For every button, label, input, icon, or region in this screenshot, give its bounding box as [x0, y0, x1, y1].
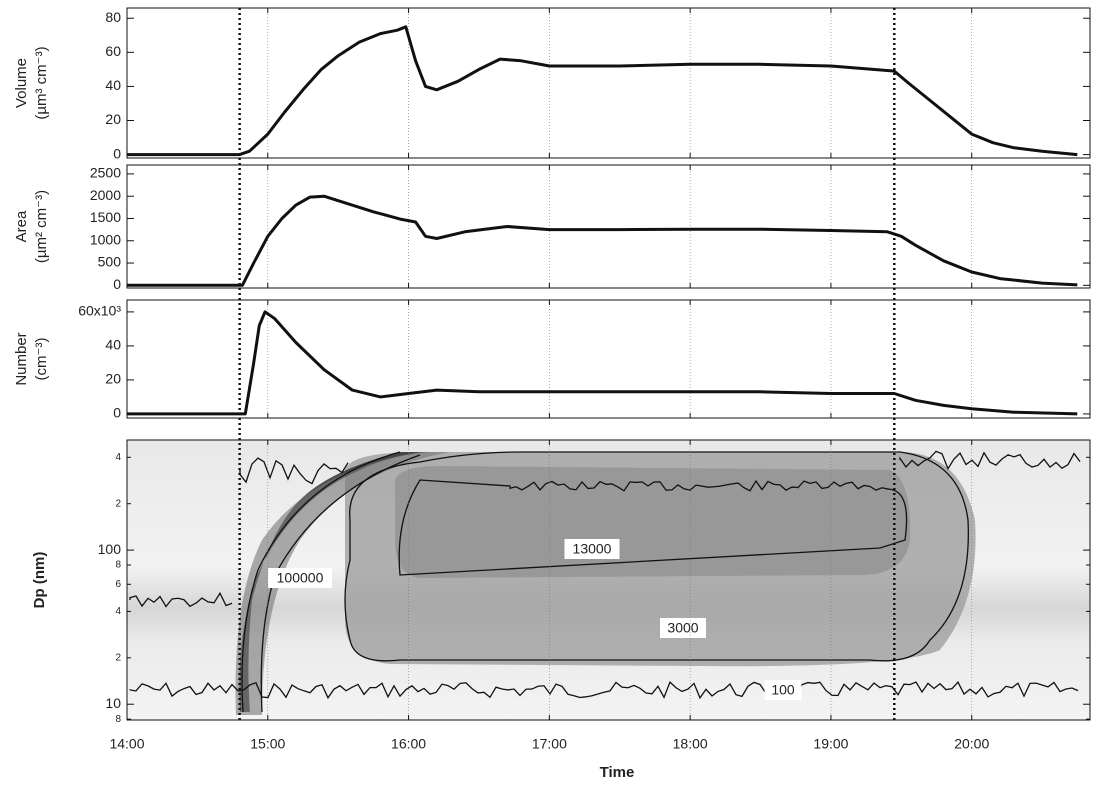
contour-label: 100: [771, 682, 795, 698]
plot-frame: [126, 299, 1091, 419]
y-axis-title: Dp (nm): [31, 552, 48, 609]
y-tick-label: 0: [113, 276, 121, 292]
y-axis-title: (cm⁻³): [33, 338, 50, 381]
x-tick-label: 15:00: [250, 736, 285, 752]
series-line: [127, 194, 1078, 287]
y-tick-label: 6: [115, 579, 121, 590]
y-tick-label: 80: [105, 9, 121, 25]
y-tick-label: 4: [115, 606, 121, 617]
y-axis-title: Number: [13, 332, 30, 385]
contour-label: 13000: [573, 541, 612, 557]
x-axis-title: Time: [600, 764, 635, 781]
y-tick-label: 40: [105, 337, 121, 353]
y-tick-label: 10: [105, 695, 121, 711]
y-tick-label: 2: [115, 498, 121, 509]
contour-label-box: [268, 568, 332, 588]
y-tick-label: 100: [98, 541, 122, 557]
x-tick-label: 17:00: [532, 736, 567, 752]
y-axis-title: Area: [13, 210, 30, 242]
y-axis-title: (µm³ cm⁻³): [33, 46, 50, 119]
y-tick-label: 500: [98, 254, 122, 270]
y-tick-label: 4: [115, 452, 121, 463]
x-tick-label: 14:00: [109, 736, 144, 752]
contour-line: [129, 680, 1079, 700]
contour-line: [398, 479, 908, 576]
y-tick-label: 2000: [90, 187, 121, 203]
contour-line: [899, 450, 1081, 471]
contour-label: 100000: [277, 570, 324, 586]
y-tick-label: 20: [105, 371, 121, 387]
contour-label-box: [764, 680, 802, 700]
contour-label: 3000: [667, 620, 698, 636]
contour-line: [239, 457, 349, 485]
y-axis-title: (µm² cm⁻³): [33, 190, 50, 263]
y-tick-label: 8: [115, 714, 121, 725]
y-tick-label: 2: [115, 652, 121, 663]
y-tick-label: 60x10³: [78, 303, 121, 319]
y-tick-label: 40: [105, 77, 121, 93]
y-tick-label: 2500: [90, 165, 121, 181]
plot-frame: [126, 164, 1091, 289]
x-tick-label: 16:00: [391, 736, 426, 752]
x-tick-label: 18:00: [673, 736, 708, 752]
contour-plume: [235, 452, 450, 715]
y-tick-label: 60: [105, 43, 121, 59]
y-tick-label: 0: [113, 405, 121, 421]
contour-label-box: [564, 539, 620, 559]
contour-region: [395, 466, 911, 578]
y-tick-label: 1000: [90, 231, 121, 247]
series-line: [127, 310, 1078, 416]
y-tick-label: 1500: [90, 209, 121, 225]
y-tick-label: 0: [113, 145, 121, 161]
x-tick-label: 20:00: [954, 736, 989, 752]
y-axis-title: Volume: [13, 58, 30, 108]
y-tick-label: 8: [115, 560, 121, 571]
plot-frame: [126, 439, 1091, 721]
contour-line: [344, 451, 969, 662]
y-tick-label: 20: [105, 111, 121, 127]
contour-label-box: [660, 618, 706, 638]
plot-frame: [126, 7, 1091, 159]
contour-line: [129, 591, 233, 608]
x-tick-label: 19:00: [813, 736, 848, 752]
series-line: [127, 25, 1078, 157]
